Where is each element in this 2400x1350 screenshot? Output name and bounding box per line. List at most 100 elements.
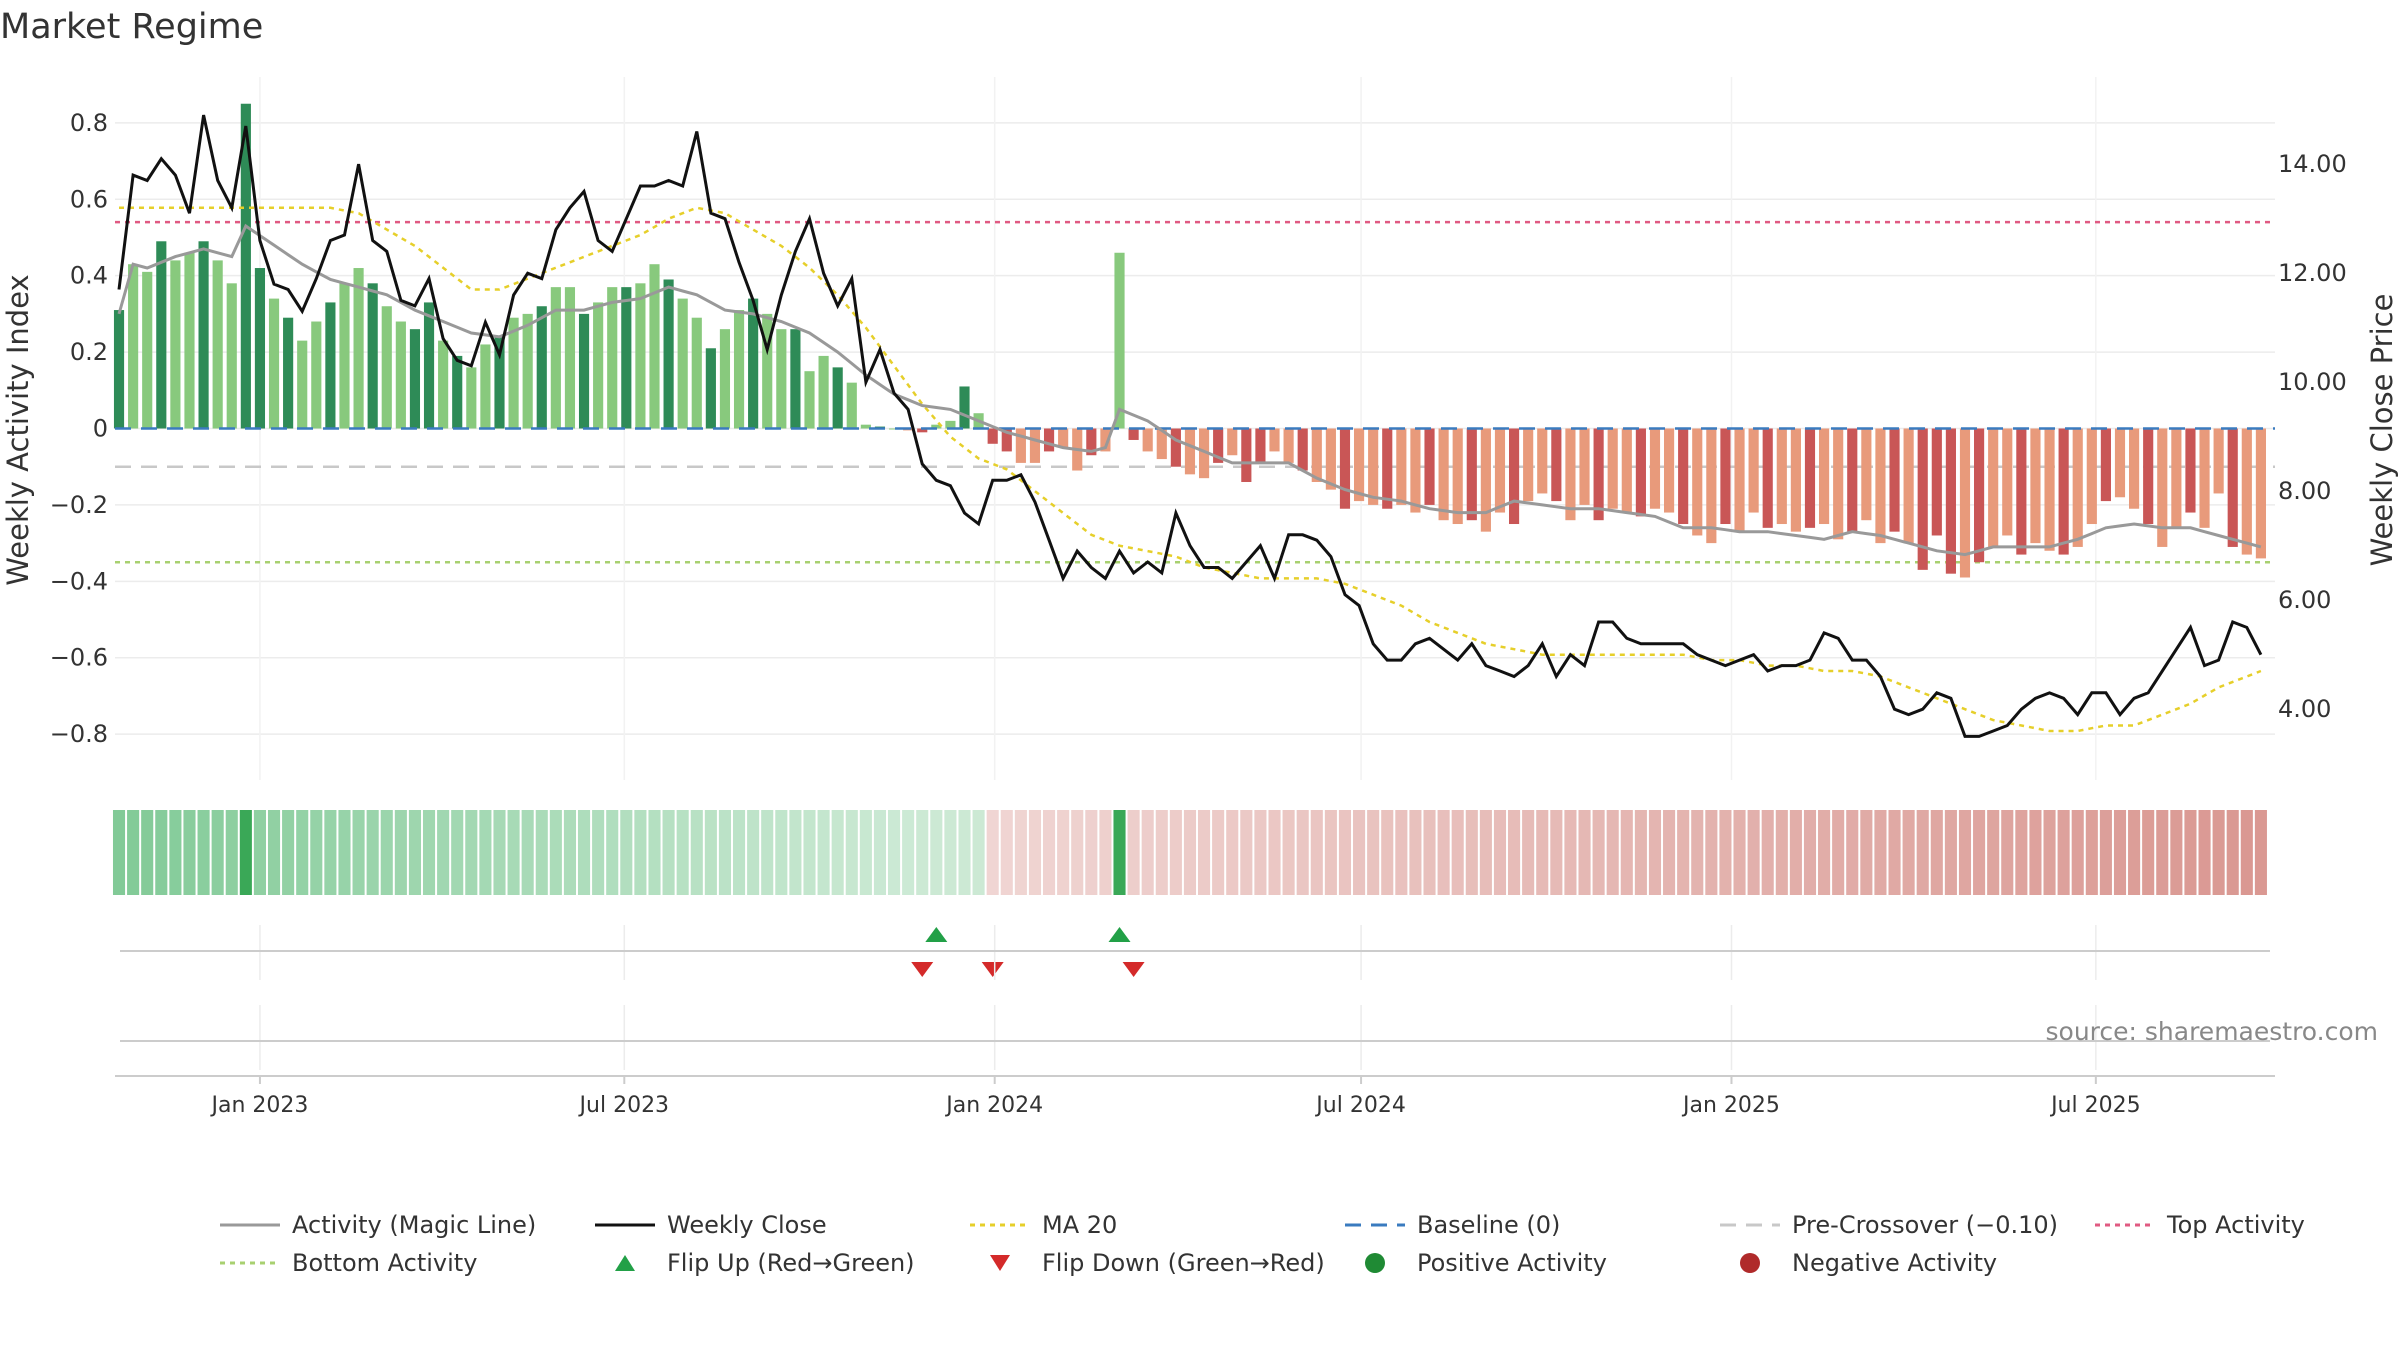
regime-strip-cell	[1944, 810, 1957, 895]
y-left-tick-label: 0.6	[70, 185, 108, 213]
regime-strip-cell	[352, 810, 365, 895]
regime-strip-cell	[1761, 810, 1774, 895]
regime-strip-cell	[2113, 810, 2127, 895]
regime-strip-cell	[1310, 810, 1323, 895]
activity-bar	[1198, 428, 1210, 479]
activity-bar	[311, 321, 322, 429]
activity-bar	[1664, 428, 1675, 513]
regime-strip-cell	[662, 810, 675, 895]
regime-strip-cell	[1536, 810, 1549, 895]
activity-bar	[2100, 428, 2111, 502]
activity-bar	[1086, 428, 1097, 456]
regime-strip-cell	[1296, 810, 1309, 895]
activity-bar	[1015, 428, 1026, 463]
regime-strip-cell	[803, 810, 816, 895]
regime-strip-cell	[690, 810, 703, 895]
activity-bar	[1325, 428, 1336, 490]
activity-bar	[1847, 428, 1858, 532]
activity-bar	[1213, 428, 1224, 463]
regime-strip-cell	[817, 810, 830, 895]
y-left-tick-label: 0.4	[70, 262, 108, 290]
regime-strip-cell	[1973, 810, 1986, 895]
regime-strip-cell	[1733, 810, 1746, 895]
regime-strip-cell	[1212, 810, 1225, 895]
regime-strip-cell	[1113, 810, 1126, 895]
regime-strip-cell	[239, 810, 252, 895]
regime-strip-cell	[1465, 810, 1478, 895]
regime-strip-cell	[1803, 810, 1817, 895]
activity-bar	[987, 428, 998, 444]
activity-bar	[2030, 428, 2041, 544]
regime-strip-cell	[676, 810, 689, 895]
regime-strip-cell	[493, 810, 506, 895]
regime-strip-cell	[408, 810, 421, 895]
legend-label: Positive Activity	[1417, 1249, 1607, 1277]
regime-strip-cell	[2015, 810, 2028, 895]
activity-bar	[2241, 428, 2252, 555]
activity-bar	[1368, 428, 1379, 505]
activity-bar	[564, 287, 576, 429]
activity-bar	[593, 302, 604, 429]
legend-item: Activity (Magic Line)	[220, 1211, 536, 1239]
weekly-close-line	[117, 114, 2263, 738]
regime-strip-cell	[1353, 810, 1366, 895]
y-axis-left: 0.8 0.6 0.4 0.2 0 −0.2 −0.4 −0.6 −0.8	[50, 109, 108, 748]
regime-strip-cell	[112, 810, 126, 895]
activity-bar	[1269, 428, 1280, 452]
regime-strip-cell	[1451, 810, 1464, 895]
regime-strip-cell	[1874, 810, 1887, 895]
regime-strip-cell	[1099, 810, 1112, 895]
activity-bar	[1523, 428, 1534, 502]
legend-label: Bottom Activity	[292, 1249, 477, 1277]
activity-bar	[438, 340, 449, 429]
activity-bar	[1649, 428, 1661, 509]
y-right-tick-label: 12.00	[2278, 259, 2347, 287]
activity-bar	[2058, 428, 2069, 555]
activity-bar	[128, 264, 139, 429]
activity-bar	[423, 302, 435, 429]
x-tick-label: Jul 2025	[2049, 1093, 2141, 1118]
activity-bar	[325, 302, 336, 429]
activity-bar	[1762, 428, 1773, 528]
activity-bar	[733, 310, 745, 429]
y-right-tick-label: 14.00	[2278, 150, 2347, 178]
activity-bar	[1974, 428, 1985, 563]
activity-bar	[522, 313, 533, 429]
regime-strip-cell	[592, 810, 605, 895]
regime-strip-cell	[549, 810, 562, 895]
regime-strip-cell	[2071, 810, 2084, 895]
legend-item: Positive Activity	[1365, 1249, 1607, 1277]
activity-bar	[621, 287, 632, 429]
activity-bar	[748, 298, 759, 429]
regime-strip-cell	[2198, 810, 2211, 895]
activity-bar	[212, 260, 223, 429]
regime-strip-cell	[2170, 810, 2183, 895]
activity-bar	[1480, 428, 1491, 532]
regime-strip-cell	[1198, 810, 1211, 895]
activity-bar	[1889, 428, 1900, 532]
regime-strip-cell	[1916, 810, 1929, 895]
regime-strip-cell	[916, 810, 929, 895]
activity-bar	[297, 340, 308, 429]
activity-bar	[1438, 428, 1449, 521]
activity-bar	[353, 268, 364, 429]
activity-bar	[2044, 428, 2055, 551]
regime-strip-cell	[606, 810, 619, 895]
regime-strip-cell	[1169, 810, 1182, 895]
regime-strip-cell	[888, 810, 901, 895]
activity-bar	[1255, 428, 1266, 463]
activity-bar	[2016, 428, 2027, 555]
x-tick-label: Jan 2024	[944, 1093, 1043, 1118]
legend-item: Top Activity	[2095, 1211, 2305, 1239]
activity-bar	[607, 287, 618, 429]
activity-bar	[1114, 252, 1125, 429]
activity-bar	[1509, 428, 1520, 525]
y-left-tick-label: −0.6	[50, 644, 108, 672]
regime-strip-cell	[1437, 810, 1450, 895]
regime-strip-cell	[902, 810, 915, 895]
regime-strip-cell	[2184, 810, 2197, 895]
activity-bar	[1593, 428, 1604, 521]
regime-strip-cell	[1677, 810, 1690, 895]
legend-item: Negative Activity	[1740, 1249, 1997, 1277]
